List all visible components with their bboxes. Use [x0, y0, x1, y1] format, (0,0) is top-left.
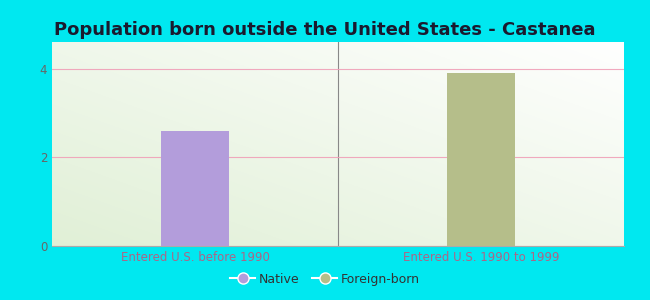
Legend: Native, Foreign-born: Native, Foreign-born: [225, 268, 425, 291]
Bar: [161, 131, 229, 246]
Bar: [447, 73, 515, 246]
Text: Population born outside the United States - Castanea: Population born outside the United State…: [54, 21, 596, 39]
